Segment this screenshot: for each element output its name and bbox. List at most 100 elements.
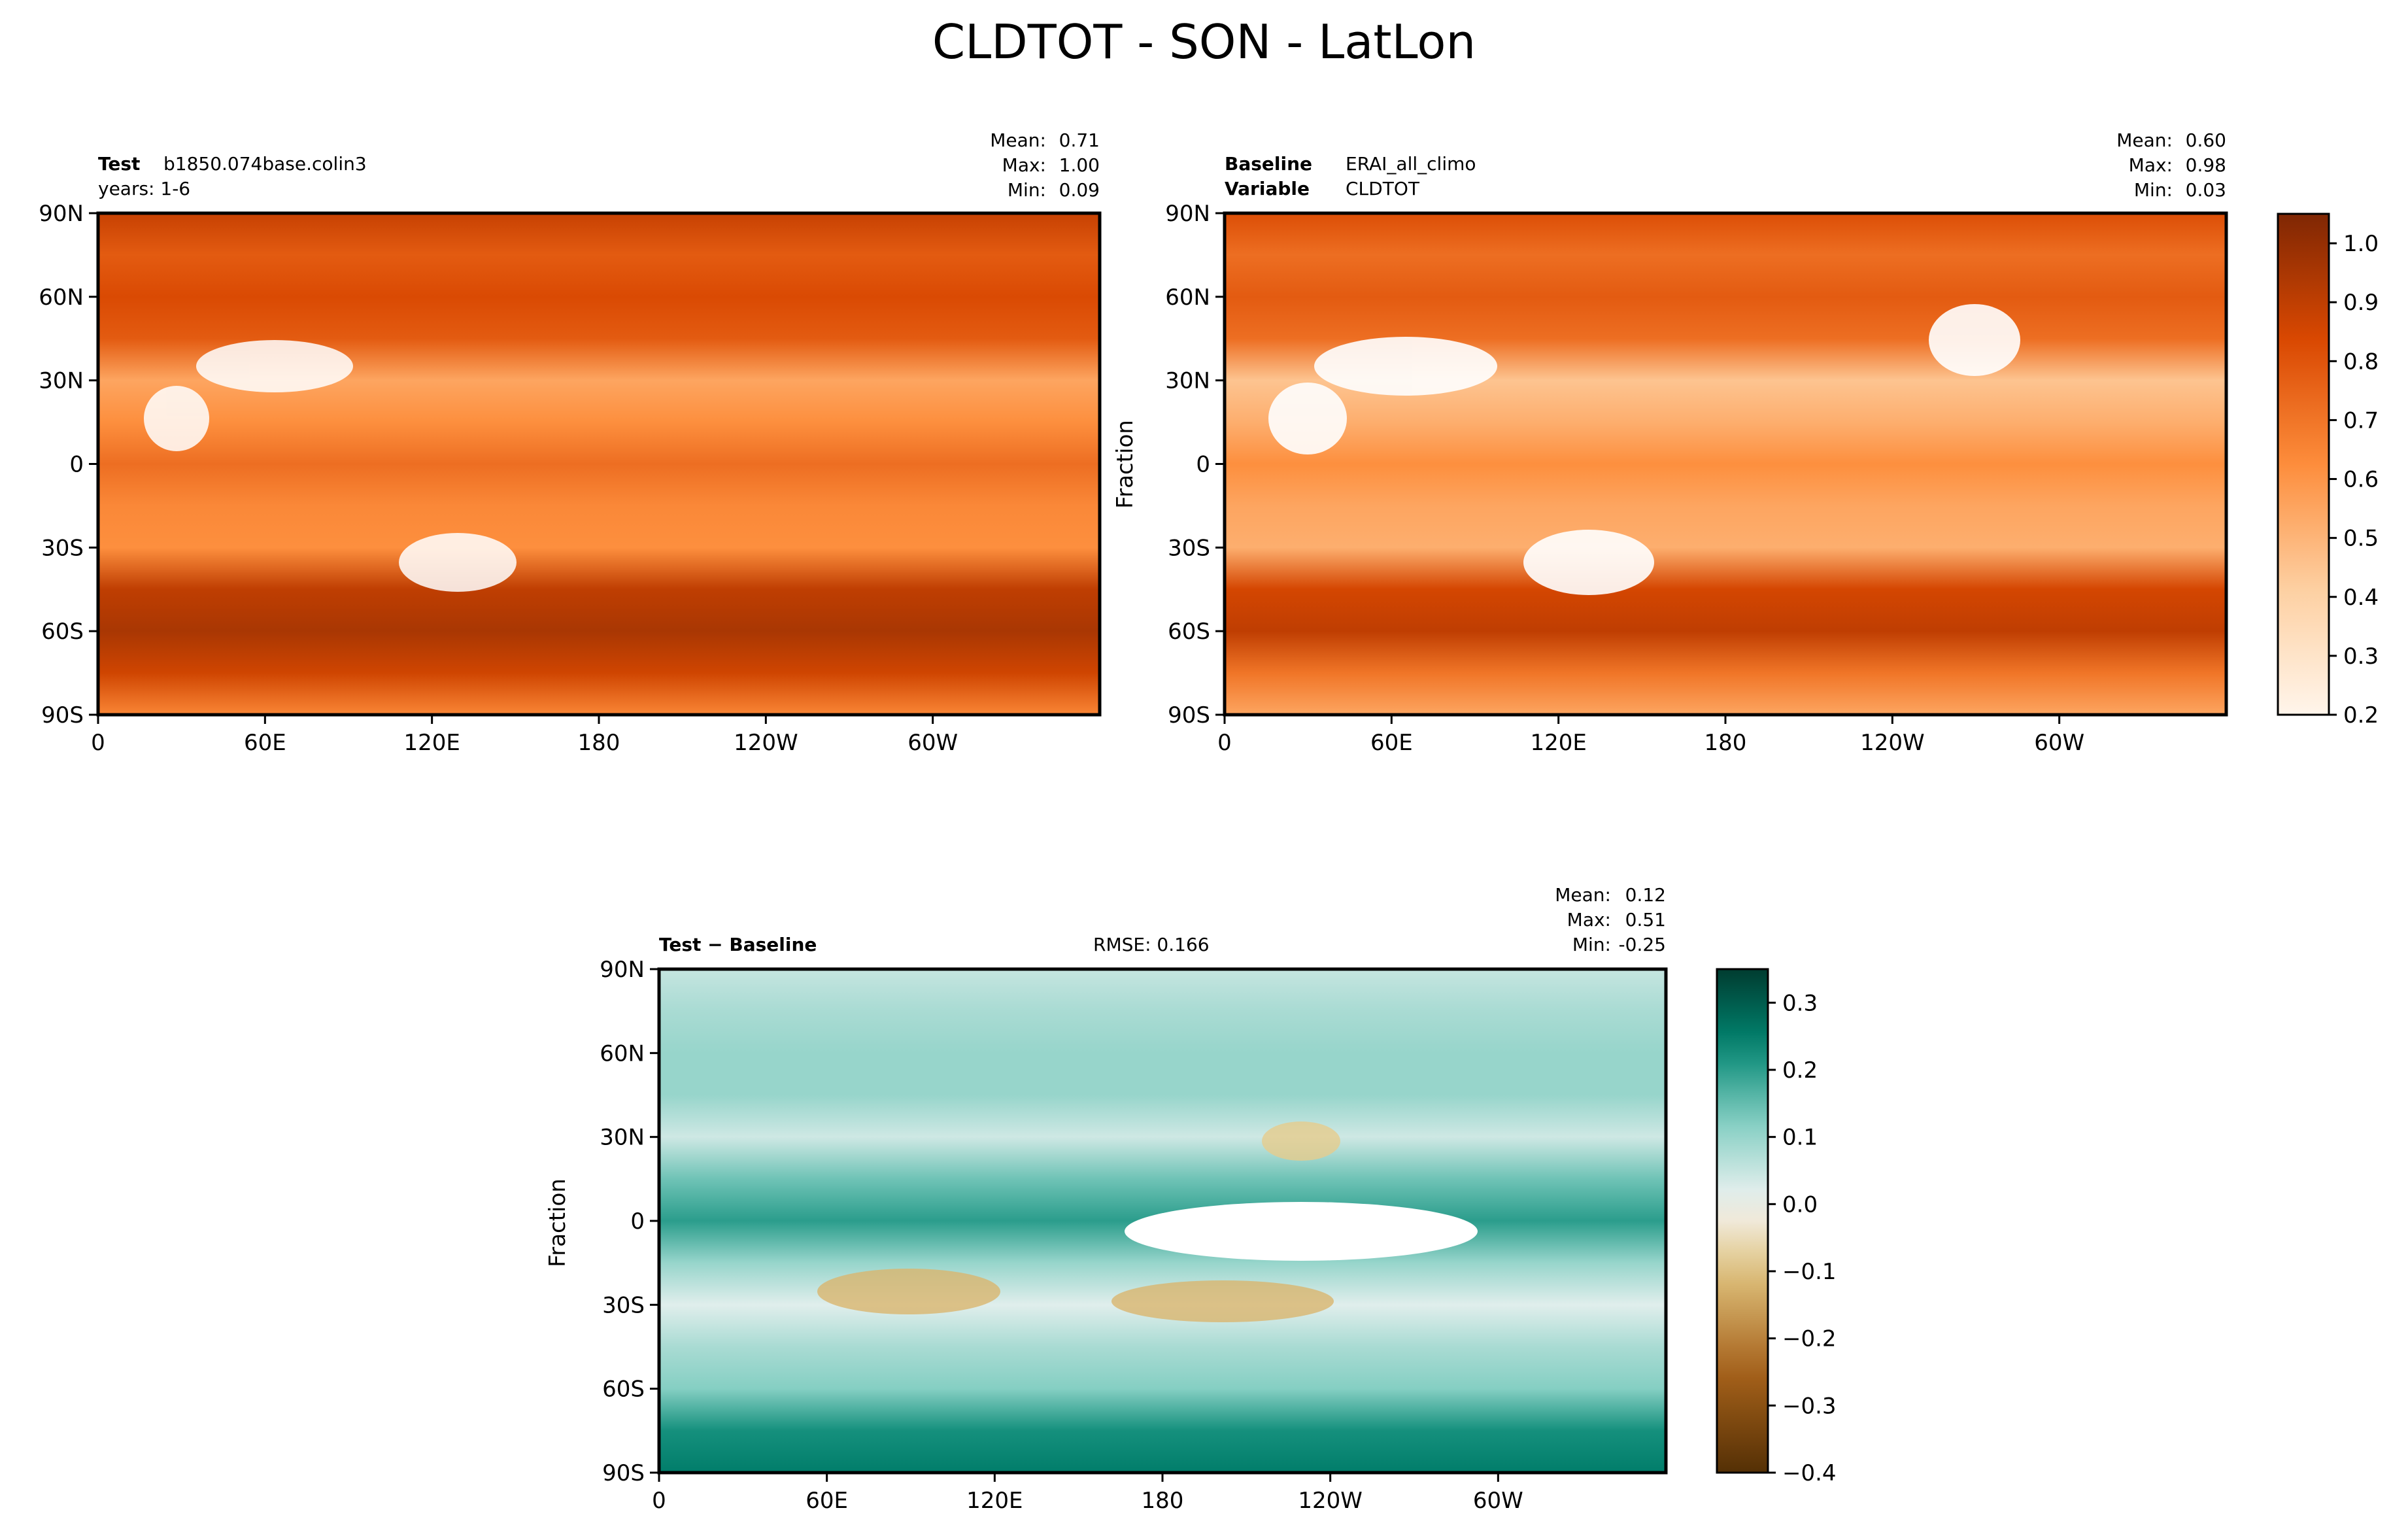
baseline-stats: Mean: 0.60 Max: 0.98 Min: 0.03 [2116,129,2226,201]
test-ytick-label: 90S [41,702,84,728]
diff-colorbar-label: 0.0 [1782,1191,1818,1218]
baseline-colorbar-label: 0.2 [2343,702,2379,728]
test-stat-mean-label: Mean: [990,129,1046,151]
variable-label-bold: Variable [1225,178,1310,199]
diff-colorbar-label: −0.2 [1782,1326,1837,1352]
test-ytick-label: 30N [39,368,84,394]
diff-colorbar-label: −0.3 [1782,1393,1837,1419]
baseline-ytick-label: 90N [1165,201,1210,227]
test-ytick-label: 60N [39,284,84,311]
diff-stats: Mean: 0.12 Max: 0.51 Min: -0.25 [1555,884,1666,955]
baseline-ytick-label: 60S [1168,619,1210,645]
test-xtick-label: 60E [244,730,286,756]
diff-ytick-label: 60S [602,1377,645,1403]
baseline-xtick-label: 180 [1704,730,1747,756]
baseline-stat-min-label: Min: [2134,179,2173,201]
baseline-ytick-label: 0 [1196,452,1210,478]
baseline-stat-mean-label: Mean: [2116,129,2173,151]
baseline-ytick-label: 30S [1168,535,1210,561]
test-xtick-label: 120E [403,730,460,756]
diff-rmse: RMSE: 0.166 [1093,934,1210,955]
diff-colorbar-label: −0.4 [1782,1460,1837,1486]
test-xtick-label: 180 [578,730,620,756]
baseline-label-bold: Baseline [1225,153,1312,175]
variable-label-value: CLDTOT [1346,178,1420,199]
test-ytick-label: 90N [39,201,84,227]
baseline-ytick-label: 60N [1165,284,1210,311]
test-map-field [98,213,1100,715]
diff-colorbar-label: 0.2 [1782,1057,1818,1084]
diff-stat-mean-label: Mean: [1555,884,1611,906]
test-label-bold: Test [98,153,140,175]
test-stat-max: 1.00 [1059,154,1100,176]
baseline-colorbar-label: 0.6 [2343,467,2379,493]
diff-colorbar-label: 0.3 [1782,990,1818,1016]
test-ytick-label: 60S [41,619,84,645]
diff-stat-min: -0.25 [1619,934,1666,955]
panel-difference: 0 60E 120E 180 120W 60W 90N 60N 30N 0 30S 60S 90S Fr… [545,884,1837,1514]
test-label-value: b1850.074base.colin3 [163,153,367,175]
diff-ytick-label: 30N [600,1125,645,1151]
baseline-xtick-label: 60E [1370,730,1413,756]
panel-baseline: 0 60E 120E 180 120W 60W 90N 60N 30N 0 30S 60S 90S Fr… [1112,129,2379,756]
diff-stat-min-label: Min: [1572,934,1611,955]
baseline-ytick-label: 30N [1165,368,1210,394]
baseline-xtick-label: 60W [2034,730,2084,756]
baseline-stat-max-label: Max: [2129,154,2173,176]
test-ytick-label: 30S [41,535,84,561]
diff-stat-mean: 0.12 [1625,884,1666,906]
baseline-stat-min: 0.03 [2186,179,2226,201]
baseline-colorbar-ramp [2277,213,2330,716]
diff-colorbar-label: −0.1 [1782,1259,1837,1285]
baseline-colorbar-label: 1.0 [2343,231,2379,257]
test-land-patches [144,340,517,592]
diff-ytick-label: 90S [602,1460,645,1486]
test-ytick-label: 0 [69,452,84,478]
diff-xtick-label: 120E [966,1488,1023,1514]
diff-feature-patches [817,1121,1478,1322]
baseline-colorbar-label: 0.5 [2343,526,2379,552]
baseline-ylabel: Fraction [1112,420,1138,509]
diff-ytick-label: 30S [602,1292,645,1318]
diff-label-bold: Test − Baseline [659,934,817,955]
test-xtick-label: 60W [907,730,958,756]
test-stat-min: 0.09 [1059,179,1100,201]
diff-colorbar-label: 0.1 [1782,1125,1818,1151]
test-years: years: 1-6 [98,178,190,199]
baseline-stat-mean: 0.60 [2186,129,2226,151]
baseline-colorbar-label: 0.3 [2343,643,2379,670]
test-xtick-label: 0 [91,730,105,756]
baseline-colorbar-label: 0.7 [2343,407,2379,434]
test-stat-mean: 0.71 [1059,129,1100,151]
diff-xtick-label: 60W [1473,1488,1523,1514]
diff-ytick-label: 60N [600,1040,645,1067]
baseline-land-patches [1268,304,2020,595]
diff-ytick-label: 0 [630,1208,645,1235]
baseline-label-value: ERAI_all_climo [1346,153,1476,175]
baseline-xtick-label: 120E [1530,730,1586,756]
baseline-map-field [1225,213,2226,715]
diff-xtick-label: 60E [805,1488,848,1514]
baseline-colorbar-label: 0.4 [2343,585,2379,611]
diff-stat-max-label: Max: [1567,909,1611,931]
diff-colorbar-ramp [1716,968,1769,1474]
diff-ytick-label: 90N [600,957,645,983]
test-xtick-label: 120W [734,730,798,756]
diff-xtick-label: 180 [1142,1488,1184,1514]
test-stat-max-label: Max: [1002,154,1046,176]
baseline-colorbar: 1.0 0.9 0.8 0.7 0.6 0.5 0.4 0.3 0.2 [2277,213,2379,728]
diff-xtick-label: 120W [1298,1488,1363,1514]
diff-ylabel: Fraction [545,1178,571,1267]
baseline-colorbar-label: 0.8 [2343,349,2379,375]
baseline-xtick-label: 0 [1217,730,1232,756]
diff-colorbar: 0.3 0.2 0.1 0.0 −0.1 −0.2 −0.3 −0.4 [1716,968,1837,1486]
baseline-ytick-label: 90S [1168,702,1210,728]
diff-xtick-label: 0 [652,1488,666,1514]
baseline-colorbar-label: 0.9 [2343,290,2379,316]
baseline-xtick-label: 120W [1860,730,1925,756]
figure-title: CLDTOT - SON - LatLon [932,14,1476,69]
diff-stat-max: 0.51 [1625,909,1666,931]
baseline-stat-max: 0.98 [2186,154,2226,176]
panel-test: 0 60E 120E 180 120W 60W 90N 60N 30N 0 30S 60S 90S Te… [39,129,1102,756]
